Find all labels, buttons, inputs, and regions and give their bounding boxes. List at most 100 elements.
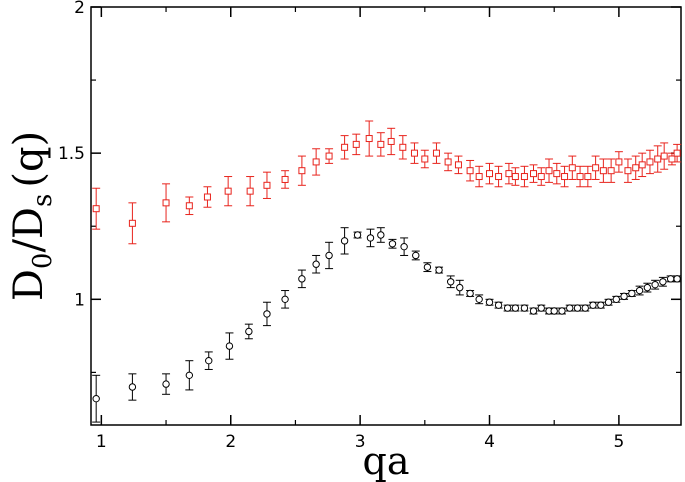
data-point bbox=[635, 286, 644, 295]
data-point bbox=[607, 167, 615, 175]
data-point bbox=[444, 158, 452, 166]
data-point bbox=[353, 231, 362, 239]
data-point bbox=[365, 135, 373, 143]
data-point bbox=[584, 173, 592, 181]
data-point bbox=[486, 170, 494, 178]
x-tick-label: 2 bbox=[225, 432, 236, 452]
data-point bbox=[581, 304, 589, 312]
data-point bbox=[128, 383, 137, 391]
data-point bbox=[511, 304, 520, 312]
data-point bbox=[520, 173, 528, 181]
data-point bbox=[520, 304, 529, 312]
data-point bbox=[660, 152, 668, 160]
x-tick-label: 4 bbox=[484, 432, 495, 452]
data-point bbox=[553, 170, 561, 178]
data-point bbox=[432, 149, 440, 157]
data-point bbox=[340, 237, 349, 245]
data-point bbox=[646, 158, 654, 166]
x-tick-label: 1 bbox=[96, 432, 107, 452]
y-title-main: D bbox=[6, 269, 52, 301]
y-title-tail: (q) bbox=[6, 131, 52, 188]
data-point bbox=[312, 260, 320, 268]
data-point bbox=[659, 278, 667, 286]
data-point bbox=[162, 199, 170, 207]
data-point bbox=[224, 187, 232, 195]
axis-ticks: 1 2 3 4 5 1 1.5 2 bbox=[58, 0, 681, 452]
data-point bbox=[620, 292, 628, 301]
data-point bbox=[387, 137, 395, 145]
data-point bbox=[612, 295, 621, 304]
data-point bbox=[185, 202, 193, 210]
data-point bbox=[604, 298, 613, 306]
data-point bbox=[494, 301, 503, 309]
y-tick-label: 1.5 bbox=[58, 144, 85, 164]
data-point bbox=[423, 263, 432, 271]
data-point bbox=[263, 310, 271, 318]
y-tick-label: 1 bbox=[74, 290, 85, 310]
data-point bbox=[651, 280, 659, 289]
data-point bbox=[537, 173, 545, 181]
data-point bbox=[377, 140, 385, 148]
series-layer bbox=[92, 120, 682, 423]
data-point bbox=[92, 205, 100, 213]
x-axis-title: qa bbox=[363, 439, 410, 482]
data-point bbox=[495, 173, 503, 181]
x-tick-label: 5 bbox=[613, 432, 624, 452]
data-point bbox=[341, 143, 349, 151]
data-point bbox=[128, 219, 136, 227]
data-point bbox=[245, 327, 253, 336]
x-tick-label: 3 bbox=[355, 432, 366, 452]
data-point bbox=[597, 301, 605, 309]
series-circle bbox=[92, 227, 682, 423]
data-point bbox=[281, 175, 289, 183]
data-point bbox=[312, 158, 320, 166]
series-square bbox=[92, 120, 682, 245]
data-point bbox=[638, 161, 646, 169]
data-point bbox=[92, 394, 100, 403]
data-point bbox=[505, 170, 513, 178]
data-point bbox=[421, 155, 429, 163]
data-point bbox=[530, 170, 537, 178]
data-point bbox=[435, 266, 443, 274]
data-point bbox=[668, 155, 676, 163]
plot-frame bbox=[90, 6, 682, 426]
data-point bbox=[203, 193, 211, 201]
data-point bbox=[400, 242, 408, 251]
data-point bbox=[399, 143, 407, 151]
data-point bbox=[475, 173, 483, 181]
data-point bbox=[566, 304, 574, 312]
data-point bbox=[185, 371, 194, 380]
data-point bbox=[298, 275, 306, 283]
data-point bbox=[466, 167, 474, 175]
data-point bbox=[589, 301, 597, 309]
data-point bbox=[352, 140, 360, 148]
data-point bbox=[568, 164, 576, 172]
data-point bbox=[654, 155, 662, 163]
data-point bbox=[666, 275, 675, 283]
data-point bbox=[377, 231, 385, 239]
data-point bbox=[225, 342, 234, 350]
data-point bbox=[466, 289, 474, 298]
data-point bbox=[205, 356, 213, 365]
data-point bbox=[456, 283, 464, 292]
data-point bbox=[545, 167, 553, 175]
data-point bbox=[511, 173, 519, 181]
data-point bbox=[410, 149, 418, 157]
data-point bbox=[632, 164, 640, 172]
data-point bbox=[558, 307, 566, 315]
data-point bbox=[366, 234, 375, 242]
data-point bbox=[550, 307, 558, 315]
data-point bbox=[281, 295, 289, 304]
data-point bbox=[537, 304, 545, 312]
data-point bbox=[298, 167, 306, 175]
data-point bbox=[454, 161, 462, 169]
data-point bbox=[485, 298, 494, 306]
data-point bbox=[412, 251, 420, 260]
data-point bbox=[599, 167, 607, 175]
data-point bbox=[576, 173, 584, 181]
data-point bbox=[162, 380, 170, 388]
data-point bbox=[643, 283, 652, 292]
data-point bbox=[246, 187, 254, 195]
data-point bbox=[388, 240, 397, 248]
